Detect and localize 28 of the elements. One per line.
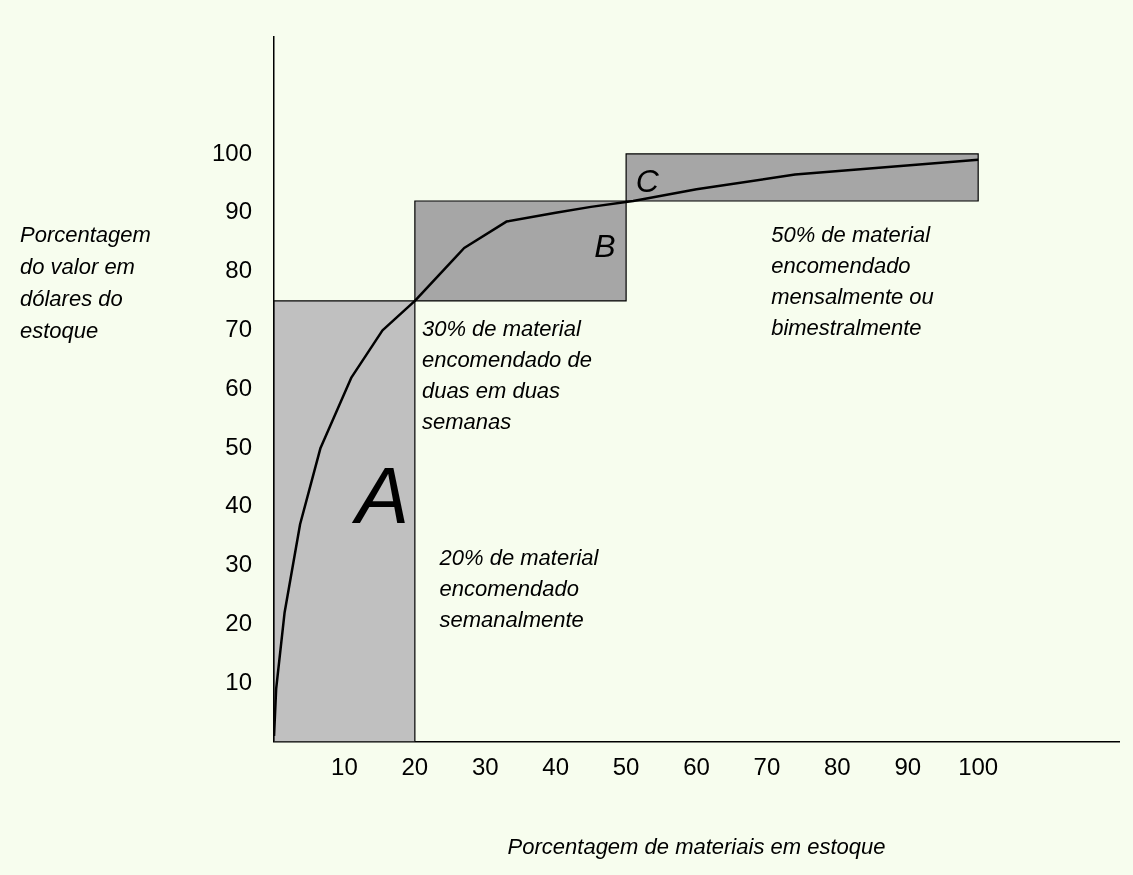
y-tick-label: 90 <box>225 197 253 225</box>
x-tick-label: 90 <box>894 752 922 780</box>
x-tick-label: 100 <box>958 752 999 780</box>
x-tick-label: 10 <box>331 752 358 780</box>
y-tick-label: 100 <box>212 138 253 166</box>
annotation: B <box>594 227 616 264</box>
annotation: 20% de material encomendado semanalmente <box>438 544 600 632</box>
y-tick-label: 70 <box>225 314 253 342</box>
y-tick-label: 40 <box>225 491 253 519</box>
y-tick-label: 20 <box>225 608 253 636</box>
annotation: 30% de material encomendado de duas em duas semanas <box>421 315 592 434</box>
annotation: C <box>635 163 660 200</box>
x-axis-title: Porcentagem de materiais em estoque <box>507 833 886 859</box>
x-tick-label: 60 <box>683 752 710 780</box>
y-tick-label: 50 <box>225 432 253 460</box>
x-tick-label: 50 <box>612 752 640 780</box>
x-tick-label: 80 <box>824 752 851 780</box>
y-tick-label: 10 <box>225 667 253 695</box>
y-axis-title: Porcentagem do valor em dólares do estoque <box>20 222 151 344</box>
y-tick-label: 30 <box>225 550 253 578</box>
annotation: A <box>351 451 410 541</box>
x-tick-label: 40 <box>542 752 570 780</box>
x-tick-label: 30 <box>471 752 499 780</box>
y-tick-label: 80 <box>225 256 253 284</box>
annotation: 50% de material encomendado mensalmente ou bimestralmente <box>771 221 934 340</box>
x-tick-label: 70 <box>753 752 781 780</box>
x-tick-label: 20 <box>401 752 429 780</box>
y-tick-label: 60 <box>225 373 253 401</box>
